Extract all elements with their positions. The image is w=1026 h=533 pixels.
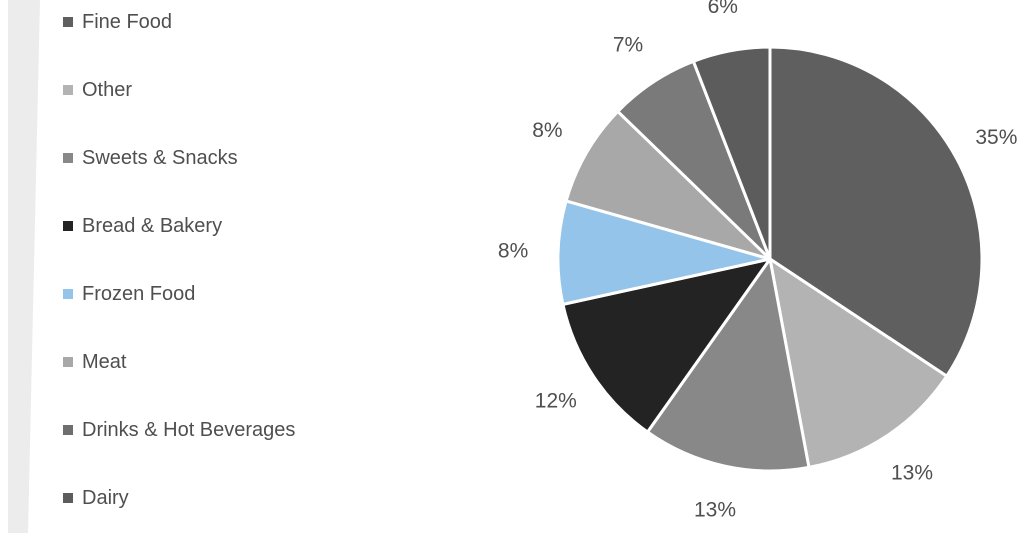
pie-slice: [564, 109, 772, 261]
legend-swatch: [63, 425, 73, 435]
legend-item: Bread & Bakery: [63, 210, 222, 242]
legend-swatch: [63, 289, 73, 299]
legend-swatch: [63, 85, 73, 95]
pie-slices: [556, 45, 984, 473]
slice-percent-label: 7%: [613, 33, 643, 56]
legend-label: Meat: [82, 350, 127, 373]
pie-slice: [768, 257, 949, 469]
pie-slice: [556, 199, 772, 306]
slice-percent-label: 8%: [498, 240, 528, 263]
sidebar-decoration: [8, 0, 40, 533]
legend-item: Meat: [63, 346, 126, 378]
legend-item: Frozen Food: [63, 278, 195, 310]
slice-percent-label: 12%: [535, 390, 577, 413]
slice-percent-label: 6%: [708, 0, 738, 18]
pie-slice: [561, 257, 772, 434]
legend-label: Frozen Food: [82, 282, 196, 305]
legend-item: Dairy: [63, 482, 129, 514]
pie-slice: [646, 257, 811, 473]
legend-swatch: [63, 357, 73, 367]
legend-item: Fine Food: [63, 6, 172, 38]
legend-swatch: [63, 493, 73, 503]
legend-label: Dairy: [82, 486, 129, 509]
legend-label: Bread & Bakery: [82, 214, 223, 237]
legend-label: Sweets & Snacks: [82, 146, 238, 169]
legend-swatch: [63, 221, 73, 231]
legend-label: Drinks & Hot Beverages: [82, 418, 296, 441]
legend-item: Drinks & Hot Beverages: [63, 414, 295, 446]
pie-slice: [691, 45, 772, 261]
slice-percent-label: 13%: [694, 499, 736, 522]
legend-label: Fine Food: [82, 10, 173, 33]
slice-percent-label: 35%: [975, 126, 1017, 149]
slice-percent-label: 8%: [532, 119, 562, 142]
pie-labels: 35% 13% 13% 12% 8% 8% 7% 6%: [498, 0, 1017, 522]
legend-item: Sweets & Snacks: [63, 142, 238, 174]
chart-legend: Fine Food Other Sweets & Snacks Bread & Bak…: [63, 6, 393, 521]
legend-swatch: [63, 153, 73, 163]
slice-percent-label: 13%: [891, 462, 933, 485]
pie-chart: 35% 13% 13% 12% 8% 8% 7% 6%: [498, 0, 1017, 522]
legend-item: Other: [63, 74, 132, 106]
legend-swatch: [63, 17, 73, 27]
legend-label: Other: [82, 78, 133, 101]
